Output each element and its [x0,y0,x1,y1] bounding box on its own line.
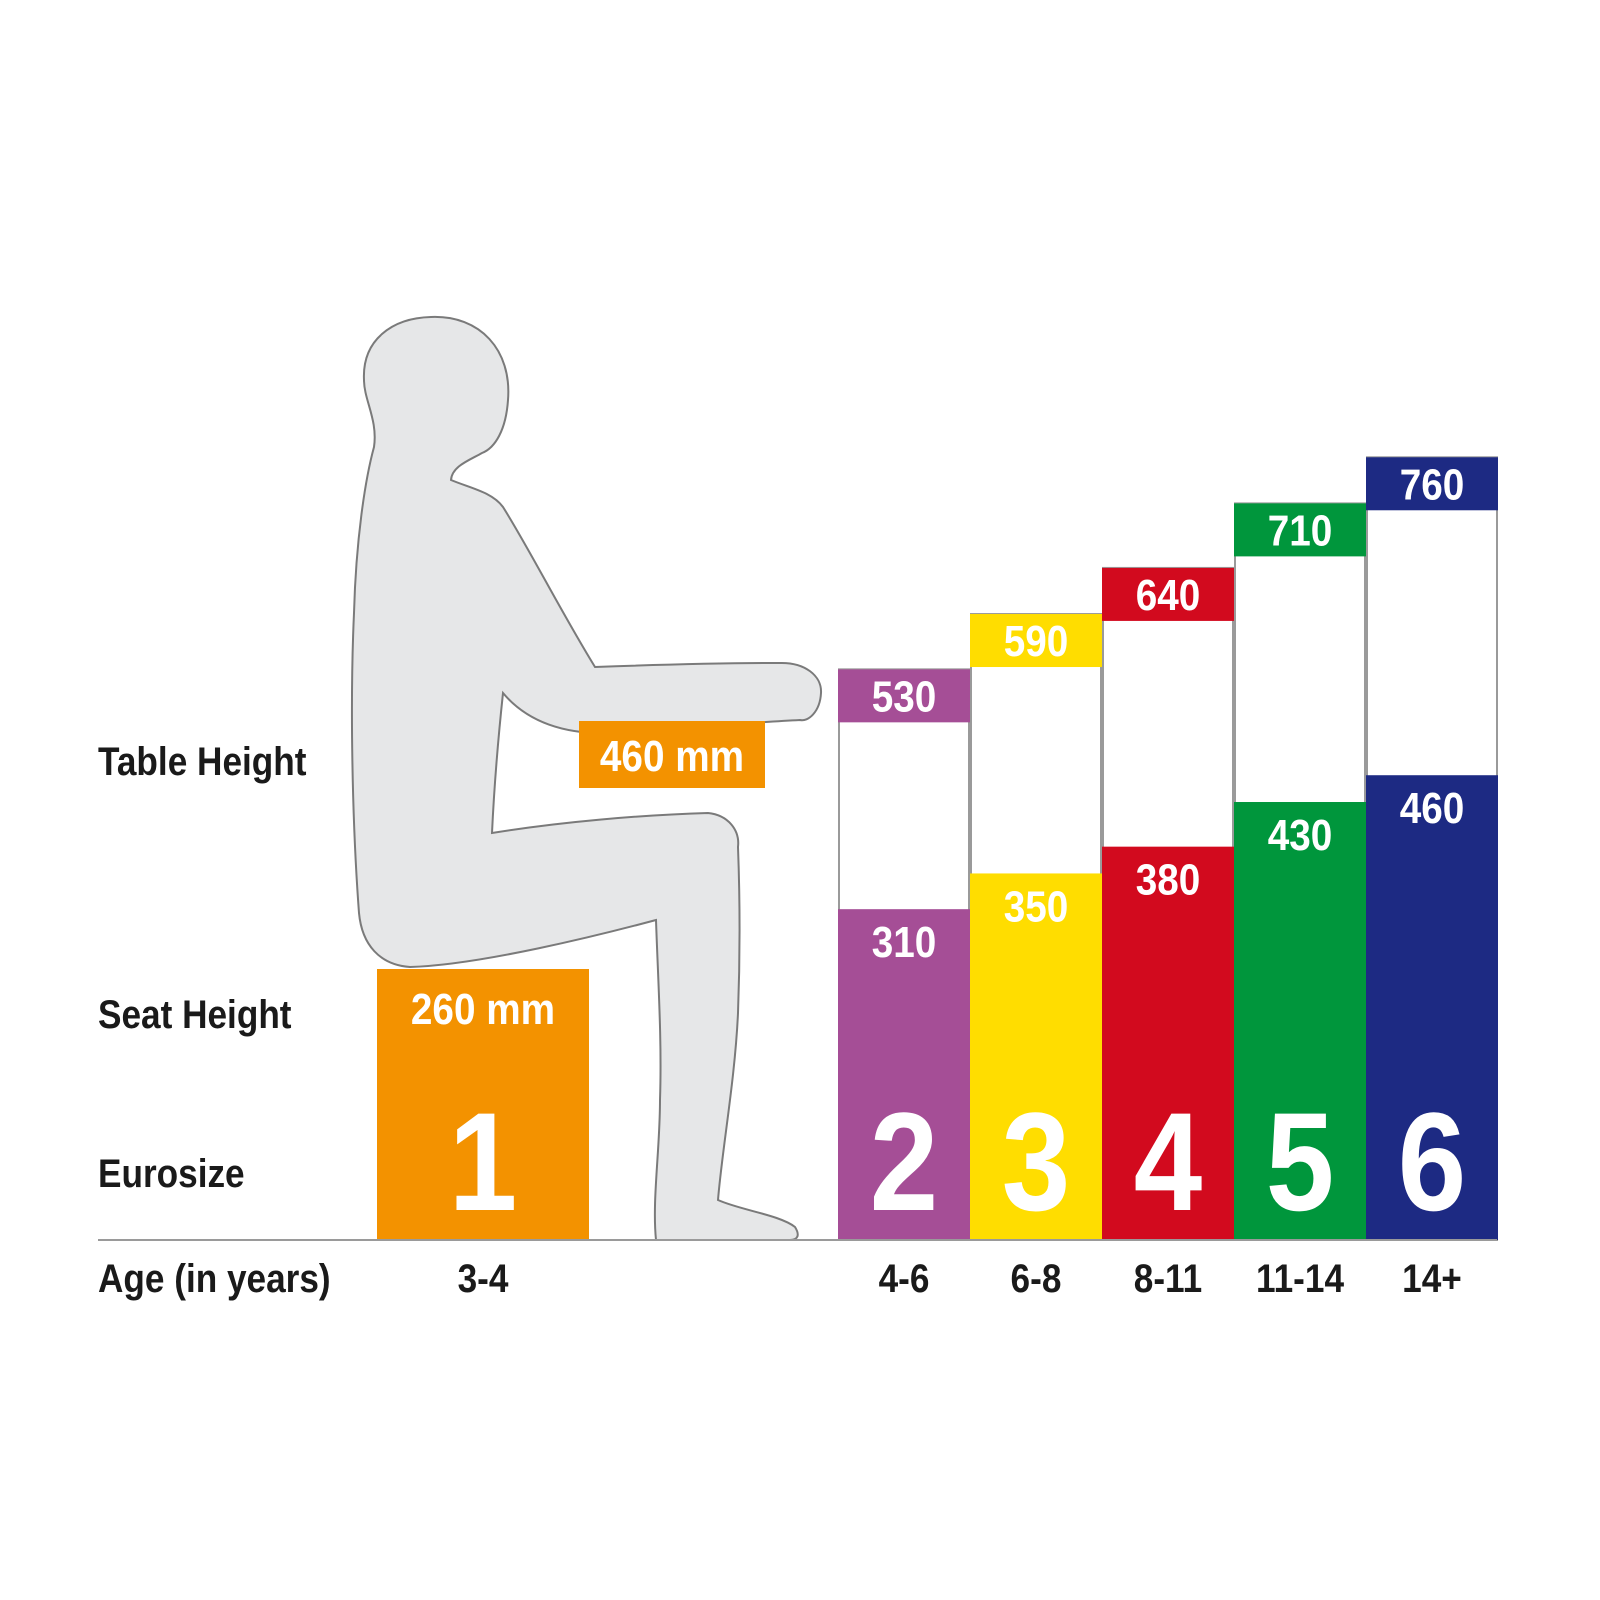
seat-bar-size-6 [1366,775,1498,1240]
seated-child-silhouette [350,315,823,1241]
row-label-seat-height: Seat Height [98,992,292,1037]
seat-height-label-size-6: 460 [1400,783,1465,833]
age-label-size-5: 11-14 [1256,1256,1344,1301]
table-height-bar-size-2 [838,669,970,723]
table-height-bar-size-5 [1234,503,1366,557]
table-height-bar-size-6 [1366,457,1498,511]
eurosize-number-size-5: 5 [1266,1084,1335,1240]
eurosize-number-size-1: 1 [449,1084,518,1240]
table-height-bar-size-3 [970,614,1102,668]
seat-height-label-size-5: 430 [1268,810,1333,860]
eurosize-number-size-4: 4 [1134,1084,1203,1240]
age-label-size-4: 8-11 [1134,1256,1202,1301]
table-height-label-size-5: 710 [1268,505,1333,555]
seat-height-label-size-4: 380 [1136,854,1201,904]
age-label-size-6: 14+ [1402,1256,1462,1301]
age-label-size-3: 6-8 [1011,1256,1062,1301]
table-height-box-size-1 [579,721,765,788]
seat-bar-size-1 [377,969,589,1240]
table-height-bar-size-4 [1102,567,1234,621]
table-height-label-size-4: 640 [1136,570,1201,620]
seat-height-label-size-3: 350 [1004,881,1069,931]
table-height-label-size-3: 590 [1004,616,1069,666]
table-height-label-size-1: 460 mm [600,731,744,781]
seat-height-label-size-2: 310 [872,917,937,967]
row-label-age: Age (in years) [98,1256,331,1301]
table-height-label-size-6: 760 [1400,459,1465,509]
age-label-size-1: 3-4 [458,1256,509,1301]
seat-bar-size-4 [1102,846,1234,1240]
seat-height-label-size-1: 260 mm [411,984,555,1034]
table-height-label-size-2: 530 [872,671,937,721]
age-label-size-2: 4-6 [879,1256,930,1301]
seat-bar-size-5 [1234,802,1366,1240]
eurosize-number-size-2: 2 [870,1084,939,1240]
eurosize-number-size-3: 3 [1002,1084,1071,1240]
eurosize-number-size-6: 6 [1398,1084,1467,1240]
row-label-eurosize: Eurosize [98,1151,245,1196]
seat-bar-size-3 [970,873,1102,1240]
row-label-table-height: Table Height [98,739,307,784]
seat-bar-size-2 [838,909,970,1240]
